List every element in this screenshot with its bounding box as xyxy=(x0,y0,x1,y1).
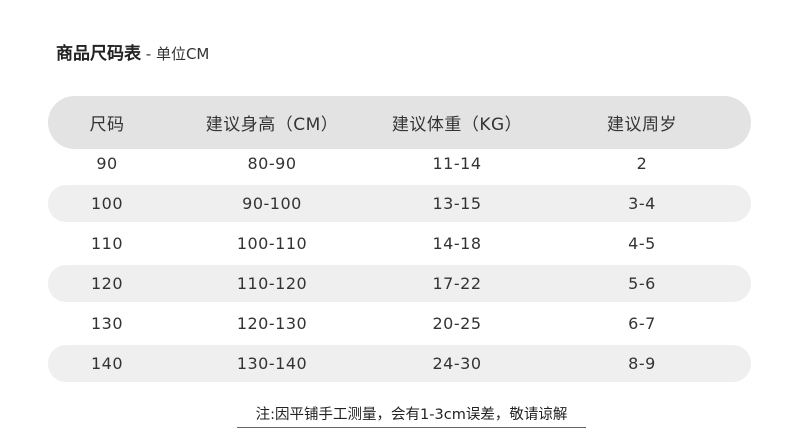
title-main: 商品尺码表 xyxy=(56,44,141,64)
table-cell: 130-140 xyxy=(236,354,308,373)
table-cell: 20-25 xyxy=(432,314,482,333)
table-cell: 110 xyxy=(90,234,124,253)
header-weight: 建议体重（KG） xyxy=(391,115,523,135)
table-cell: 3-4 xyxy=(628,194,656,213)
table-cell: 13-15 xyxy=(432,194,482,213)
header-size: 尺码 xyxy=(89,115,125,135)
table-row: 110 100-110 14-18 4-5 xyxy=(48,225,751,262)
table-row: 90 80-90 11-14 2 xyxy=(48,145,751,182)
page-title: 商品尺码表 - 单位CM xyxy=(56,39,209,64)
table-row: 100 90-100 13-15 3-4 xyxy=(48,185,751,222)
table-cell: 2 xyxy=(636,154,648,173)
table-cell: 140 xyxy=(90,354,124,373)
measurement-note: 注:因平铺手工测量，会有1-3cm误差，敬请谅解 xyxy=(255,407,568,423)
table-cell: 5-6 xyxy=(628,274,656,293)
table-cell: 24-30 xyxy=(432,354,482,373)
table-cell: 17-22 xyxy=(432,274,482,293)
table-cell: 14-18 xyxy=(432,234,482,253)
title-unit: - 单位CM xyxy=(141,45,210,63)
table-cell: 110-120 xyxy=(236,274,308,293)
table-cell: 90-100 xyxy=(242,194,302,213)
table-cell: 11-14 xyxy=(432,154,482,173)
table-row: 120 110-120 17-22 5-6 xyxy=(48,265,751,302)
table-cell: 4-5 xyxy=(628,234,656,253)
table-header: 尺码 建议身高（CM） 建议体重（KG） 建议周岁 xyxy=(48,96,751,149)
table-row: 140 130-140 24-30 8-9 xyxy=(48,345,751,382)
header-height: 建议身高（CM） xyxy=(205,115,339,135)
table-row: 130 120-130 20-25 6-7 xyxy=(48,305,751,342)
note-underline xyxy=(237,427,586,428)
table-cell: 100 xyxy=(90,194,124,213)
table-cell: 80-90 xyxy=(247,154,297,173)
table-cell: 90 xyxy=(96,154,118,173)
table-cell: 8-9 xyxy=(628,354,656,373)
table-cell: 6-7 xyxy=(628,314,656,333)
header-age: 建议周岁 xyxy=(607,115,677,135)
table-cell: 120-130 xyxy=(236,314,308,333)
table-cell: 130 xyxy=(90,314,124,333)
table-cell: 100-110 xyxy=(236,234,308,253)
table-cell: 120 xyxy=(90,274,124,293)
